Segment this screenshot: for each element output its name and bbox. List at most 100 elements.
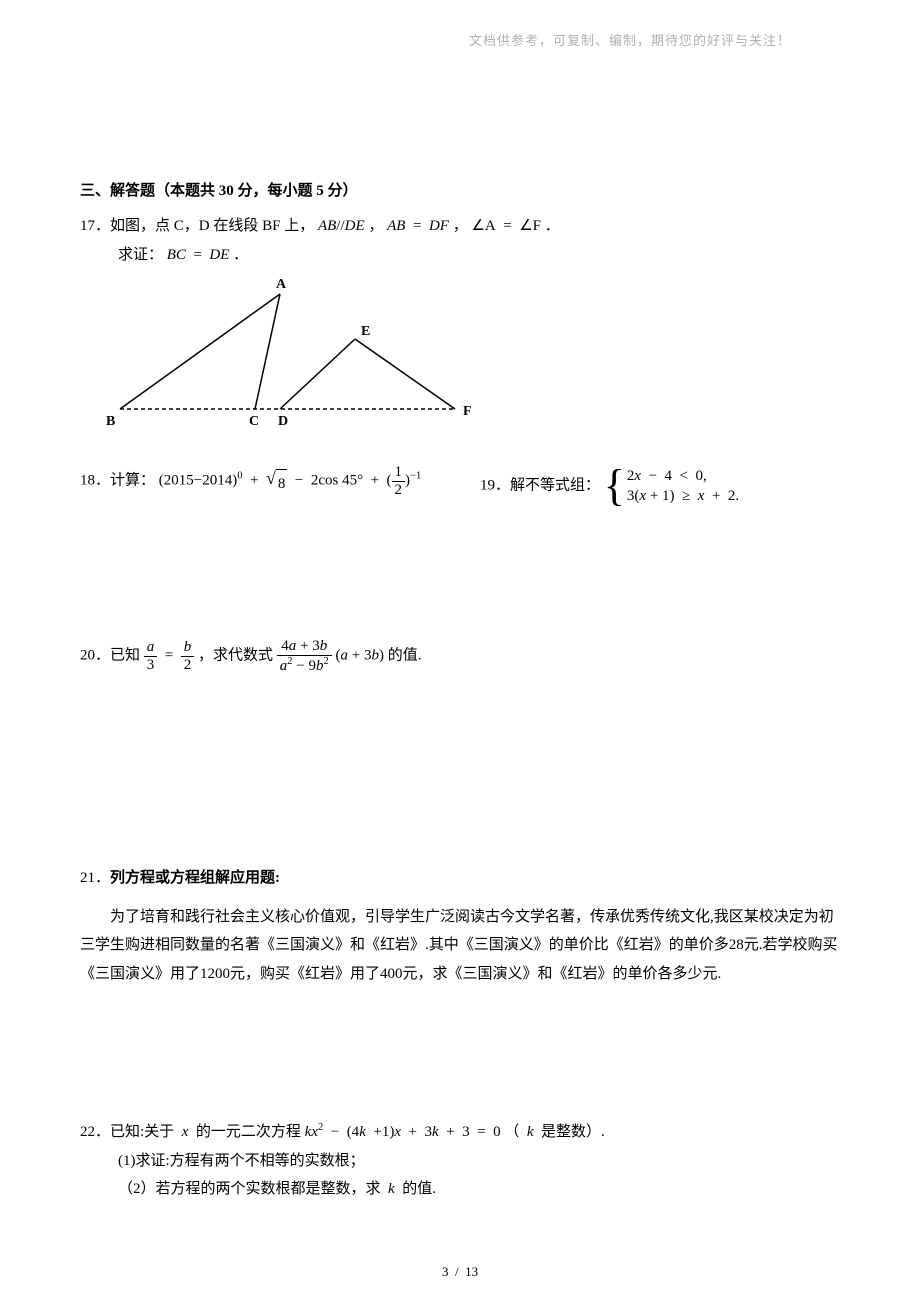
plus-symbol: + [371, 472, 379, 488]
p17-concl-rhs: DE [209, 247, 229, 263]
p21-title: 列方程或方程组解应用题: [110, 870, 280, 886]
coef: 3( [627, 488, 640, 504]
problem-number: 22． [80, 1124, 110, 1140]
var-k: k [359, 1124, 366, 1140]
figure-17: ABCDEF [100, 279, 840, 439]
var-b: b [371, 647, 379, 663]
p18-label: 计算： [110, 472, 155, 488]
p18-expr: 2014) [202, 472, 237, 488]
svg-text:B: B [106, 414, 115, 429]
equals-symbol: = [477, 1124, 485, 1140]
p22-known: 已知:关于 [110, 1124, 174, 1140]
var-x: x [311, 1124, 318, 1140]
p22-sub2-text: （2）若方程的两个实数根都是整数，求 [118, 1181, 381, 1197]
blank-space [80, 684, 840, 864]
coef: 3 [312, 638, 320, 654]
p18-expr: (2015 [159, 472, 194, 488]
p17-concl-lhs: BC [167, 247, 186, 263]
frac-num: a [144, 639, 158, 657]
coef: 4 [281, 638, 289, 654]
plus-symbol: + [446, 1124, 454, 1140]
coef: 4 [665, 468, 673, 484]
frac-a3: a3 [144, 639, 158, 673]
rhs: 2. [728, 488, 739, 504]
problem-number: 17． [80, 218, 110, 234]
sep-comma: ， [368, 218, 383, 234]
equals-symbol: = [193, 247, 201, 263]
frac-den: 3 [144, 657, 158, 674]
rhs: 0, [696, 468, 707, 484]
p17-cond1-rhs: DE [345, 218, 365, 234]
plus-symbol: + [650, 488, 658, 504]
var-b: b [320, 638, 328, 654]
parallel-symbol: // [336, 218, 344, 234]
sqrt-icon: √8 [266, 469, 287, 499]
period: ． [233, 247, 248, 263]
minus-symbol: − [296, 658, 304, 674]
exponent: 2 [323, 656, 328, 667]
zero: 0 [493, 1124, 501, 1140]
problem-number: 20． [80, 647, 110, 663]
p22-sub1: (1)求证:方程有两个不相等的实数根； [118, 1147, 840, 1176]
p22-sub2: （2）若方程的两个实数根都是整数，求 k 的值. [118, 1175, 840, 1204]
triangles-svg: ABCDEF [100, 279, 480, 434]
exponent: 0 [237, 470, 242, 481]
angle-45: 45° [342, 472, 363, 488]
var-x: x [634, 468, 641, 484]
p22-sub2-end: 的值. [402, 1181, 436, 1197]
cos-label: cos [318, 472, 338, 488]
sqrt-body: 8 [276, 469, 288, 499]
problem-22: 22．已知:关于 x 的一元二次方程 kx2 − (4k +1)x + 3k +… [80, 1118, 840, 1204]
problem-20: 20．已知 a3 = b2 ，求代数式 4a + 3b a2 − 9b2 (a … [80, 638, 840, 674]
var-k: k [432, 1124, 439, 1140]
problem-21: 21．列方程或方程组解应用题: [80, 864, 840, 893]
exponent: −1 [410, 470, 421, 481]
frac-num: 1 [392, 464, 406, 482]
row-18-19: 18．计算： (2015−2014)0 + √8 − 2cos 45° + (1… [80, 464, 840, 518]
frac-den: 2 [392, 482, 406, 499]
problem-number: 18． [80, 472, 110, 488]
svg-text:A: A [276, 279, 287, 292]
frac-main: 4a + 3b a2 − 9b2 [277, 638, 332, 674]
p20-mid: ，求代数式 [198, 647, 273, 663]
system-brace: { 2x − 4 < 0, 3(x + 1) ≥ x [604, 464, 739, 508]
p19-line1: 2x − 4 < 0, [627, 466, 739, 486]
equals-symbol: = [165, 647, 173, 663]
plus-symbol: + [373, 1124, 381, 1140]
svg-text:D: D [278, 414, 288, 429]
coef: 3 [462, 1124, 470, 1140]
frac-num: b [181, 639, 195, 657]
period: ． [545, 218, 560, 234]
p17-stem: 如图，点 C，D 在线段 BF 上， [110, 218, 314, 234]
frac-half: 12 [392, 464, 406, 498]
p20-known: 已知 [110, 647, 140, 663]
p19-line2: 3(x + 1) ≥ x + 2. [627, 486, 739, 506]
left-brace-icon: { [604, 464, 625, 508]
minus-symbol: − [194, 472, 202, 488]
minus-symbol: − [331, 1124, 339, 1140]
p22-isint: 是整数）. [541, 1124, 605, 1140]
plus-symbol: + [409, 1124, 417, 1140]
var-k: k [527, 1124, 534, 1140]
var-x: x [698, 488, 705, 504]
equals-symbol: = [503, 218, 511, 234]
p21-body: 为了培育和践行社会主义核心价值观，引导学生广泛阅读古今文学名著，传承优秀传统文化… [80, 903, 840, 989]
svg-text:C: C [249, 414, 259, 429]
problem-number: 19． [480, 477, 510, 493]
plus-symbol: + [352, 647, 360, 663]
var-x: x [394, 1124, 401, 1140]
coef: 1) [382, 1124, 395, 1140]
page-footer: 3 / 13 [80, 1264, 840, 1280]
page-total: 13 [465, 1264, 478, 1279]
var-k: k [388, 1181, 395, 1197]
p22-mid: 的一元二次方程 [196, 1124, 301, 1140]
p20-end: 的值. [388, 647, 422, 663]
section-3-title: 三、解答题（本题共 30 分，每小题 5 分） [80, 179, 840, 200]
p17-cond3-lhs: ∠A [471, 218, 495, 234]
p17-cond3-rhs: ∠F [519, 218, 541, 234]
minus-symbol: − [649, 468, 657, 484]
coef: 1) [662, 488, 675, 504]
page-current: 3 [442, 1264, 449, 1279]
p17-prove: 求证： BC = DE ． [118, 241, 840, 270]
prove-label: 求证： [118, 247, 163, 263]
